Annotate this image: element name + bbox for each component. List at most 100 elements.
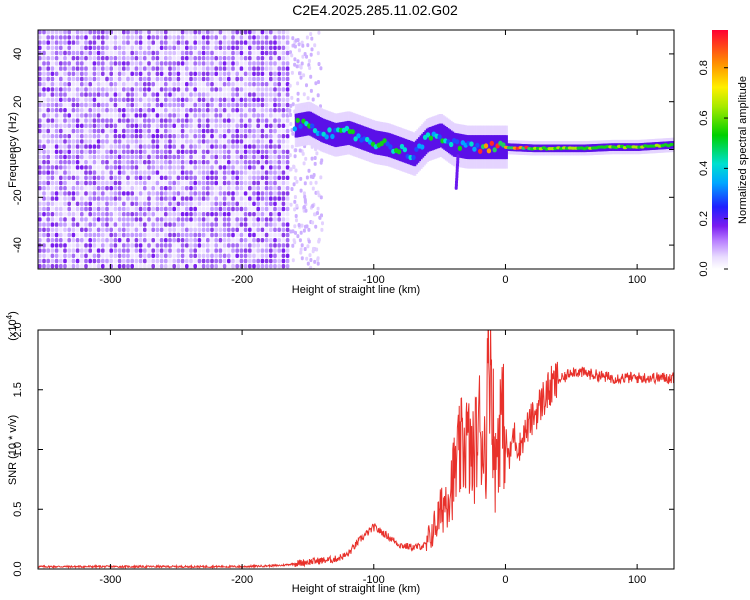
signal-core-cell xyxy=(298,123,303,129)
noise-cell xyxy=(159,102,164,108)
noise-cell xyxy=(63,191,67,196)
noise-cell xyxy=(143,118,147,123)
noise-cell xyxy=(231,30,235,35)
signal-band-cell xyxy=(353,122,357,147)
noise-cell xyxy=(315,151,319,156)
noise-cell xyxy=(130,201,134,206)
noise-cell xyxy=(222,108,227,113)
noise-cell xyxy=(80,222,84,227)
noise-cell xyxy=(50,191,55,196)
noise-cell xyxy=(235,248,239,253)
noise-cell xyxy=(113,217,118,222)
noise-cell xyxy=(176,248,181,253)
noise-cell xyxy=(201,212,206,217)
noise-cell xyxy=(235,30,239,35)
noise-cell xyxy=(126,102,130,108)
signal-band-cell xyxy=(424,130,428,155)
noise-cell xyxy=(143,175,147,180)
noise-cell xyxy=(63,180,67,186)
noise-cell xyxy=(297,42,301,47)
noise-cell xyxy=(138,134,143,139)
noise-cell xyxy=(294,168,298,173)
noise-cell xyxy=(75,154,80,160)
noise-cell xyxy=(260,56,265,61)
noise-cell xyxy=(227,118,231,123)
noise-cell xyxy=(46,165,50,170)
signal-band-cell xyxy=(400,137,404,162)
noise-cell xyxy=(105,191,109,196)
noise-cell xyxy=(109,61,113,66)
noise-cell xyxy=(227,50,231,56)
noise-cell xyxy=(71,144,76,149)
noise-cell xyxy=(243,248,248,253)
noise-cell xyxy=(239,102,244,108)
noise-cell xyxy=(269,165,273,170)
noise-cell xyxy=(105,76,109,82)
noise-cell xyxy=(155,206,160,212)
noise-cell xyxy=(252,56,256,61)
noise-cell xyxy=(227,238,231,243)
noise-cell xyxy=(134,222,139,227)
noise-cell xyxy=(319,160,323,165)
noise-cell xyxy=(71,180,76,186)
noise-cell xyxy=(63,165,67,170)
signal-band-cell xyxy=(337,122,341,147)
noise-cell xyxy=(252,76,256,82)
noise-cell xyxy=(159,206,164,212)
noise-cell xyxy=(126,35,130,40)
noise-cell xyxy=(38,264,42,269)
noise-cell xyxy=(252,71,256,76)
noise-cell xyxy=(101,253,105,258)
noise-cell xyxy=(143,134,147,139)
noise-cell xyxy=(239,227,244,232)
noise-cell xyxy=(75,61,80,66)
noise-cell xyxy=(264,165,269,170)
noise-cell xyxy=(243,40,248,45)
noise-cell xyxy=(75,113,80,118)
noise-cell xyxy=(277,30,281,35)
noise-cell xyxy=(105,201,109,206)
noise-cell xyxy=(248,165,252,170)
noise-cell xyxy=(84,61,88,66)
noise-cell xyxy=(63,113,67,118)
noise-cell xyxy=(300,243,304,248)
noise-cell xyxy=(88,82,92,87)
noise-cell xyxy=(155,217,160,222)
noise-cell xyxy=(193,175,197,180)
noise-cell xyxy=(309,52,313,57)
noise-cell xyxy=(147,206,151,212)
noise-cell xyxy=(180,113,185,118)
noise-cell xyxy=(164,102,168,108)
noise-cell xyxy=(243,170,248,175)
noise-cell xyxy=(38,40,42,45)
noise-cell xyxy=(117,30,122,35)
noise-cell xyxy=(151,264,155,269)
noise-cell xyxy=(59,139,63,144)
noise-cell xyxy=(252,87,256,92)
noise-cell xyxy=(75,232,80,238)
noise-cell xyxy=(59,45,63,50)
noise-cell xyxy=(273,40,277,45)
noise-cell xyxy=(214,212,218,217)
noise-cell xyxy=(239,82,244,87)
noise-cell xyxy=(75,191,80,196)
signal-core-cell xyxy=(475,142,480,148)
noise-cell xyxy=(201,149,206,154)
noise-cell xyxy=(63,222,67,227)
noise-cell xyxy=(151,149,155,154)
noise-cell xyxy=(151,206,155,212)
noise-cell xyxy=(243,196,248,201)
noise-cell xyxy=(231,212,235,217)
noise-cell xyxy=(319,66,323,71)
noise-cell xyxy=(214,128,218,134)
noise-cell xyxy=(269,102,273,108)
signal-core-cell xyxy=(399,143,405,150)
noise-cell xyxy=(222,87,227,92)
noise-cell xyxy=(214,97,218,102)
noise-cell xyxy=(143,108,147,113)
noise-cell xyxy=(231,201,235,206)
noise-cell xyxy=(289,50,292,55)
noise-cell xyxy=(218,134,223,139)
noise-cell xyxy=(134,56,139,61)
noise-cell xyxy=(256,196,260,201)
